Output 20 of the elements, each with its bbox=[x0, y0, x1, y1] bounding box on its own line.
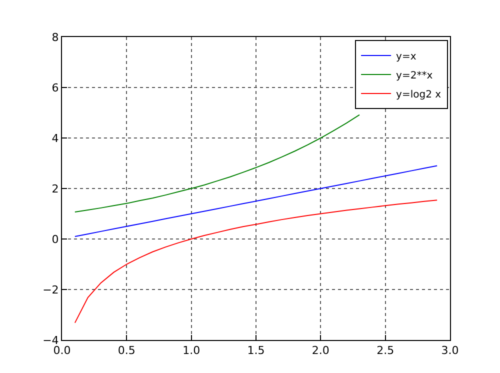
x-tick-label: 3.0 bbox=[441, 344, 459, 358]
y-tick-label: −2 bbox=[42, 283, 59, 296]
x-tick-label: 0.5 bbox=[118, 344, 136, 358]
x-tick-label: 2.5 bbox=[376, 344, 394, 358]
y-tick-label: 2 bbox=[52, 182, 59, 196]
legend-label: y=log2 x bbox=[396, 89, 442, 100]
legend-label: y=2**x bbox=[396, 70, 433, 82]
line-series bbox=[74, 165, 438, 237]
x-tick-label: 1.5 bbox=[247, 344, 265, 358]
x-tick-label: 1.0 bbox=[182, 344, 200, 358]
line-series bbox=[74, 200, 438, 324]
x-tick-label: 2.0 bbox=[312, 344, 330, 358]
y-tick-label: 0 bbox=[52, 232, 59, 246]
y-tick-label: 6 bbox=[52, 81, 59, 94]
x-tick-label: 0.0 bbox=[53, 344, 71, 358]
y-tick-label: −4 bbox=[42, 334, 59, 347]
y-tick-label: 8 bbox=[52, 30, 59, 44]
line-series bbox=[74, 114, 360, 212]
legend-label: y=x bbox=[396, 51, 416, 62]
y-tick-label: 4 bbox=[52, 132, 59, 145]
